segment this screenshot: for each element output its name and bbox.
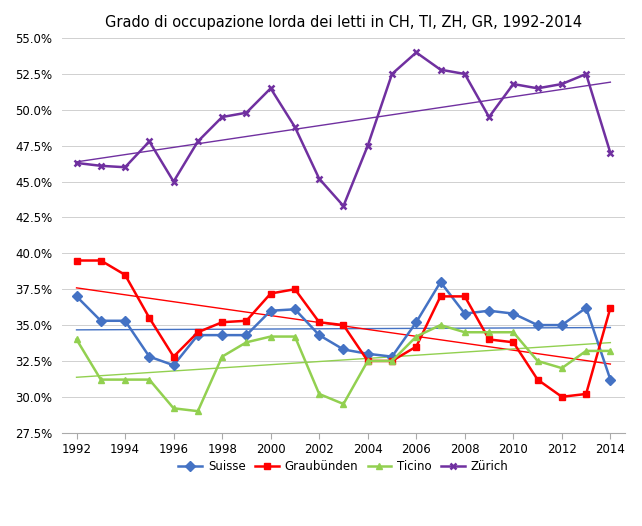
Graubünden (146, 315, 153, 321)
Zürich (194, 138, 202, 145)
Ticino (267, 333, 275, 340)
Zürich (412, 49, 420, 56)
Suisse (340, 346, 347, 352)
Graubünden (412, 343, 420, 350)
Line: Zürich: Zürich (73, 49, 614, 209)
Suisse (267, 308, 275, 314)
Ticino (218, 353, 226, 360)
Line: Ticino: Ticino (73, 321, 614, 414)
Suisse (169, 362, 177, 368)
Suisse (364, 351, 372, 357)
Suisse (291, 306, 299, 312)
Zürich (73, 160, 80, 166)
Suisse (146, 353, 153, 360)
Ticino (388, 358, 396, 364)
Suisse (485, 308, 493, 314)
Zürich (315, 176, 323, 182)
Ticino (412, 333, 420, 340)
Ticino (73, 336, 80, 342)
Suisse (461, 310, 469, 317)
Graubünden (218, 319, 226, 326)
Graubünden (582, 391, 590, 397)
Ticino (582, 348, 590, 354)
Ticino (558, 365, 566, 371)
Suisse (97, 318, 105, 324)
Ticino (510, 329, 517, 336)
Suisse (582, 305, 590, 311)
Ticino (485, 329, 493, 336)
Line: Graubünden: Graubünden (73, 257, 614, 400)
Suisse (534, 322, 541, 328)
Suisse (510, 310, 517, 317)
Ticino (169, 405, 177, 411)
Zürich (558, 81, 566, 87)
Zürich (291, 124, 299, 130)
Suisse (315, 332, 323, 338)
Graubünden (315, 319, 323, 326)
Zürich (243, 109, 250, 116)
Ticino (97, 377, 105, 383)
Graubünden (437, 293, 444, 299)
Zürich (485, 114, 493, 120)
Suisse (243, 332, 250, 338)
Graubünden (291, 286, 299, 292)
Graubünden (534, 377, 541, 383)
Ticino (364, 358, 372, 364)
Ticino (291, 333, 299, 340)
Graubünden (510, 339, 517, 346)
Graubünden (340, 322, 347, 328)
Zürich (364, 143, 372, 149)
Zürich (534, 85, 541, 92)
Suisse (412, 319, 420, 326)
Ticino (315, 391, 323, 397)
Legend: Suisse, Graubünden, Ticino, Zürich: Suisse, Graubünden, Ticino, Zürich (173, 456, 513, 478)
Graubünden (243, 318, 250, 324)
Suisse (218, 332, 226, 338)
Zürich (510, 81, 517, 87)
Ticino (607, 348, 614, 354)
Ticino (534, 358, 541, 364)
Zürich (169, 178, 177, 185)
Suisse (558, 322, 566, 328)
Suisse (388, 353, 396, 360)
Ticino (194, 408, 202, 414)
Ticino (461, 329, 469, 336)
Ticino (437, 322, 444, 328)
Suisse (607, 377, 614, 383)
Line: Suisse: Suisse (73, 279, 614, 383)
Graubünden (73, 257, 80, 264)
Ticino (243, 339, 250, 346)
Graubünden (169, 353, 177, 360)
Zürich (218, 114, 226, 120)
Zürich (97, 163, 105, 169)
Suisse (194, 332, 202, 338)
Zürich (267, 85, 275, 92)
Graubünden (388, 358, 396, 364)
Graubünden (485, 336, 493, 342)
Ticino (340, 401, 347, 407)
Graubünden (364, 358, 372, 364)
Title: Grado di occupazione lorda dei letti in CH, TI, ZH, GR, 1992-2014: Grado di occupazione lorda dei letti in … (105, 15, 582, 30)
Graubünden (267, 290, 275, 297)
Zürich (607, 150, 614, 156)
Zürich (461, 71, 469, 77)
Graubünden (97, 257, 105, 264)
Ticino (146, 377, 153, 383)
Graubünden (461, 293, 469, 299)
Zürich (146, 138, 153, 145)
Suisse (121, 318, 129, 324)
Suisse (73, 293, 80, 299)
Zürich (437, 66, 444, 73)
Graubünden (194, 329, 202, 336)
Zürich (340, 203, 347, 209)
Zürich (121, 164, 129, 170)
Zürich (388, 71, 396, 77)
Ticino (121, 377, 129, 383)
Zürich (582, 71, 590, 77)
Graubünden (558, 393, 566, 400)
Suisse (437, 279, 444, 285)
Graubünden (121, 272, 129, 278)
Graubünden (607, 305, 614, 311)
